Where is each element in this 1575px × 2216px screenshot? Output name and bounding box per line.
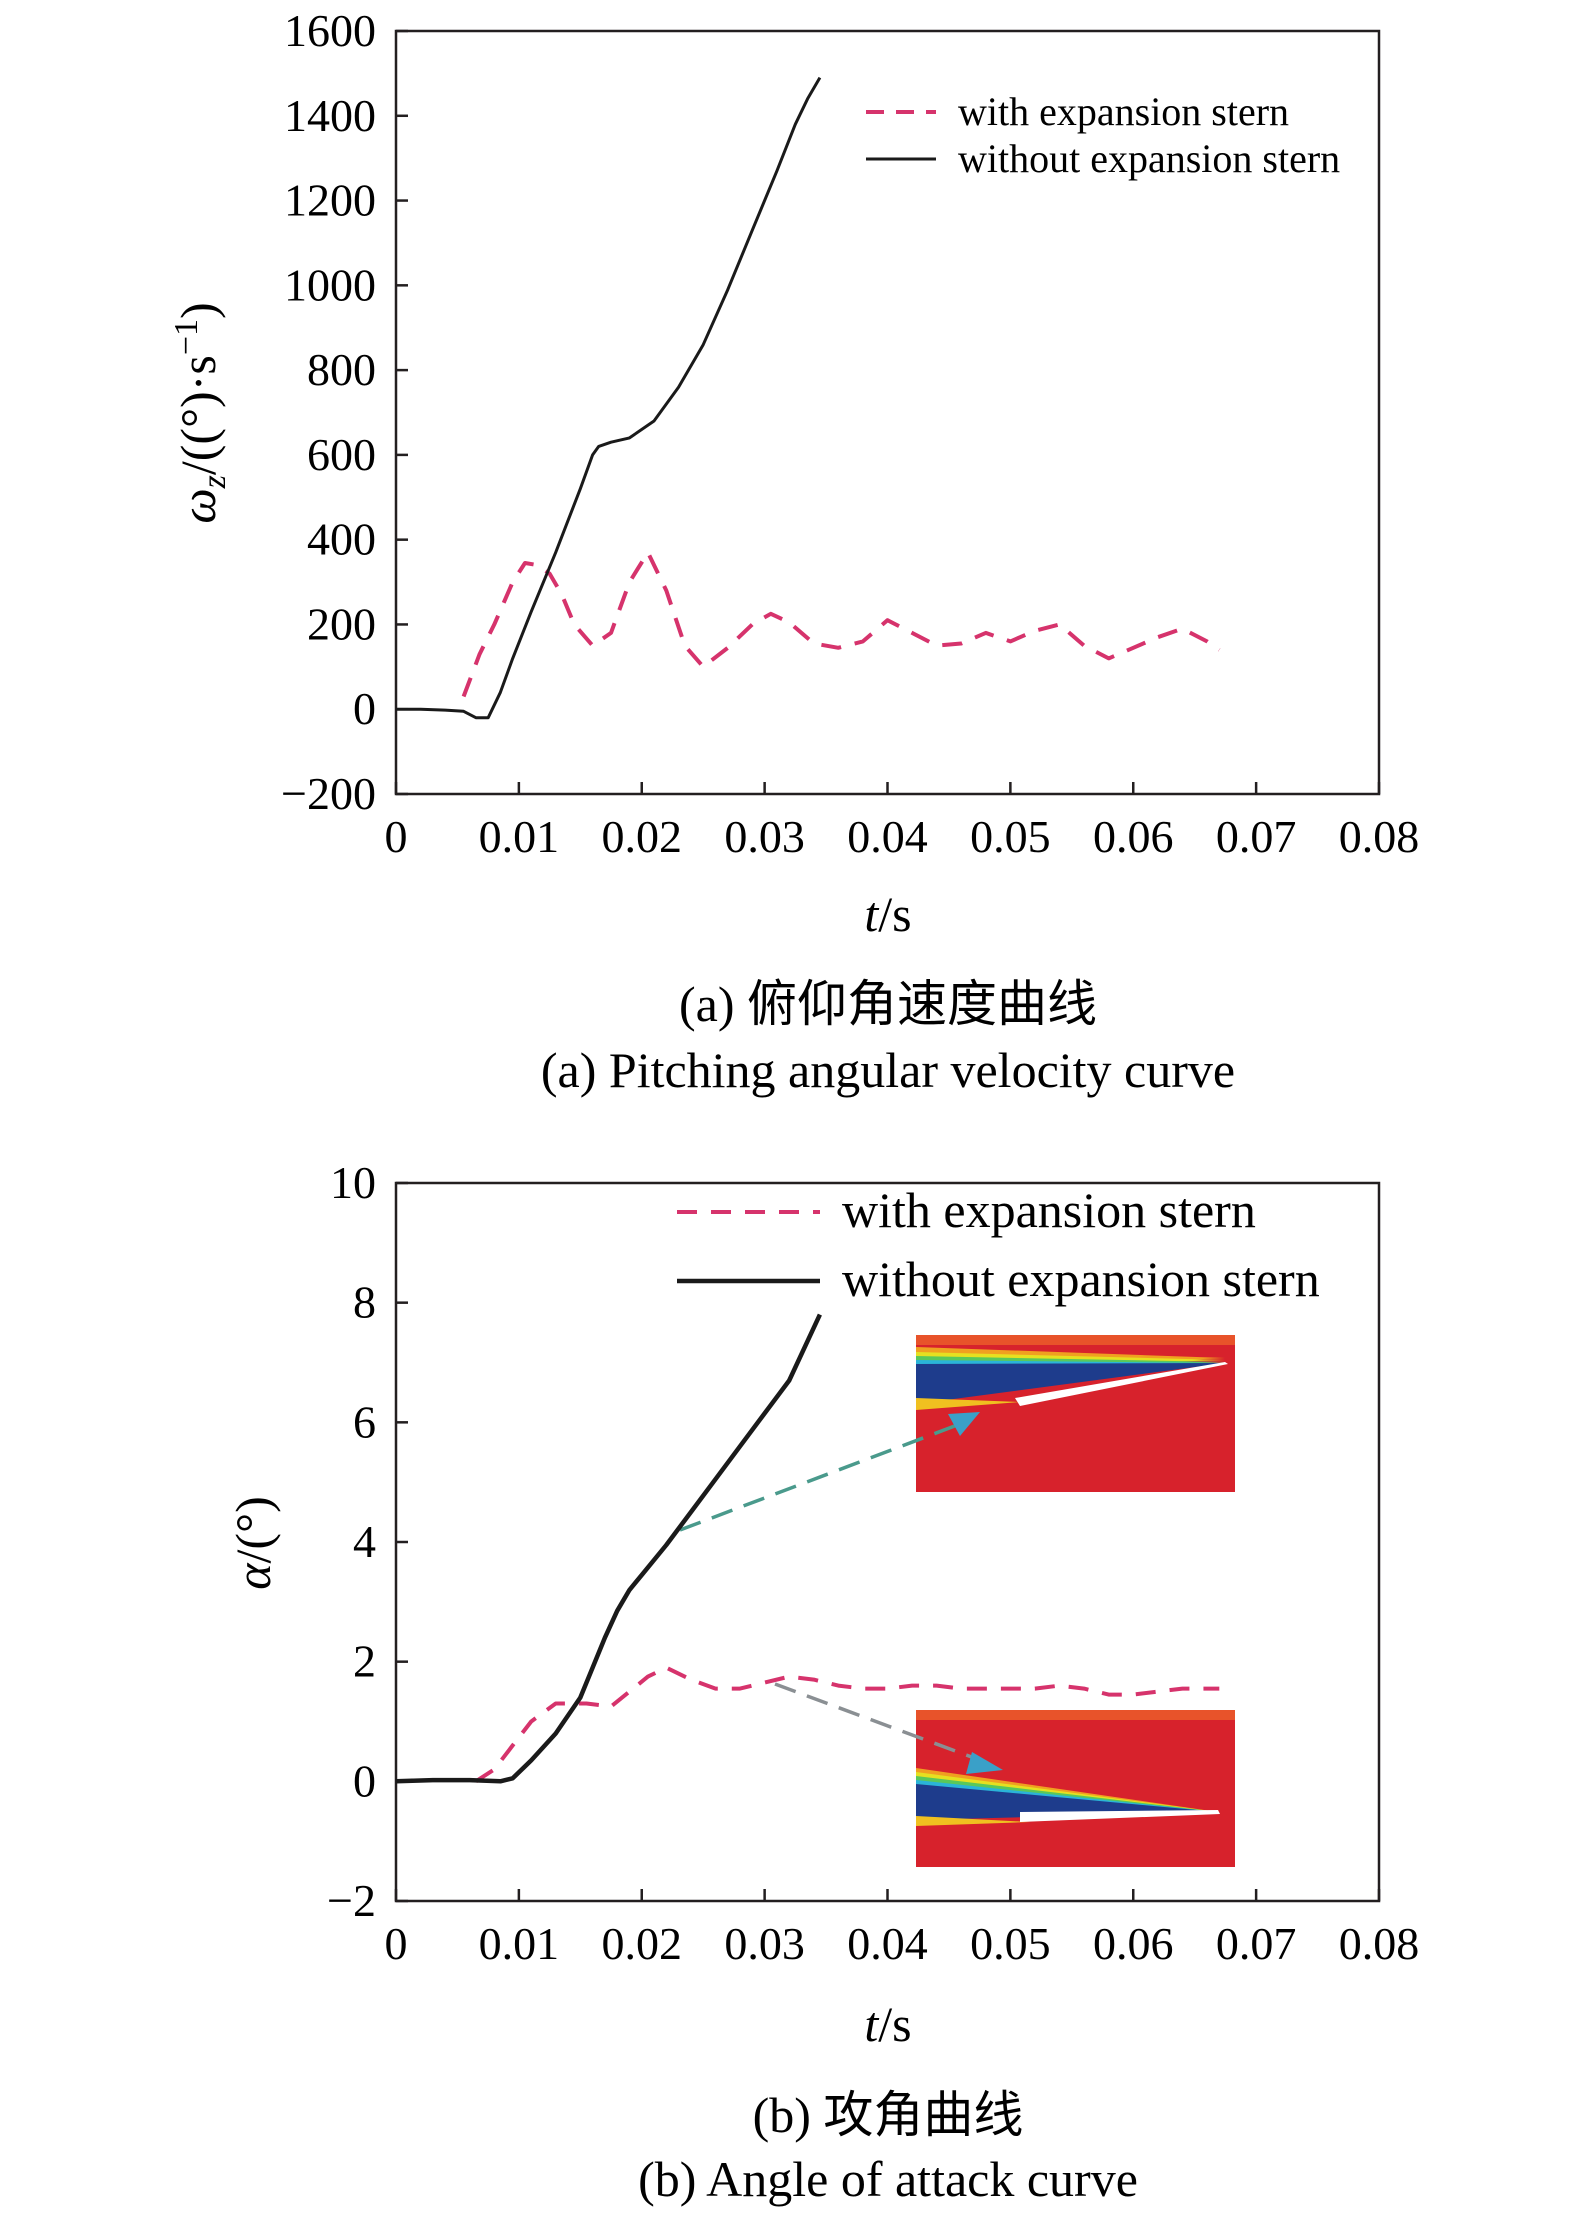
- chart-a-x-tick-label: 0.08: [1339, 811, 1420, 862]
- chart-b-caption-cn: (b) 攻角曲线: [753, 2087, 1024, 2143]
- chart-b-caption-en: (b) Angle of attack curve: [638, 2151, 1138, 2207]
- chart-a-x-tick-label: 0.07: [1216, 811, 1297, 862]
- arrow-lower-head: [966, 1752, 1003, 1774]
- inset-upper-top-band: [916, 1335, 1235, 1345]
- inset-lower-wake-green: [916, 1776, 1218, 1812]
- chart-a-ylabel-sub: z: [196, 475, 233, 489]
- chart-a-ylabel-close: ): [170, 302, 226, 319]
- chart-a-caption-en: (a) Pitching angular velocity curve: [541, 1042, 1235, 1098]
- chart-a-x-tick-label: 0: [385, 811, 408, 862]
- chart-b-y-tick-label: −2: [327, 1875, 376, 1926]
- chart-b-legend: with expansion stern without expansion s…: [677, 1182, 1320, 1307]
- chart-a: 0 0.01 0.02 0.03 0.04 0.05 0.06 0.07 0.08−200020…: [168, 5, 1419, 1098]
- chart-a-line-with-expansion-stern: [461, 550, 1221, 698]
- chart-a-ylabel-sup: −1: [168, 319, 205, 355]
- chart-a-y-tick-label: 800: [307, 344, 376, 395]
- chart-b-line-without-expansion-stern: [395, 1313, 822, 1784]
- chart-b-line-with-expansion-stern: [474, 1665, 1220, 1783]
- inset-lower-wake-cyan: [916, 1780, 1218, 1812]
- chart-b-y-tick-label: 10: [330, 1157, 376, 1208]
- chart-b-xlabel: t/s: [864, 1996, 911, 2052]
- chart-a-xlabel-var: t: [864, 886, 879, 942]
- chart-b-x-tick-label: 0.07: [1216, 1918, 1297, 1969]
- inset-lower-wake-orange: [916, 1768, 1218, 1812]
- chart-a-line-without-expansion-stern: [396, 76, 822, 720]
- inset-lower-wake-yellow: [916, 1772, 1218, 1812]
- chart-b-x-tick-label: 0.05: [970, 1918, 1051, 1969]
- chart-a-ticks: 0 0.01 0.02 0.03 0.04 0.05 0.06 0.07 0.08−200020…: [281, 5, 1419, 862]
- chart-a-y-tick-label: 1400: [284, 90, 376, 141]
- chart-a-ylabel: ωz/((°)·s−1): [168, 302, 233, 523]
- inset-upper-wake-blue: [916, 1363, 1225, 1404]
- inset-flow-field-upper: [916, 1335, 1235, 1492]
- chart-a-y-tick-label: 400: [307, 514, 376, 565]
- chart-a-y-tick-label: 200: [307, 598, 376, 649]
- inset-lower-body: [1020, 1810, 1220, 1822]
- inset-pointer-arrows: [679, 1412, 1003, 1774]
- chart-b-y-tick-label: 2: [353, 1636, 376, 1687]
- chart-a-x-tick-label: 0.02: [602, 811, 683, 862]
- chart-b-x-tick-label: 0: [385, 1918, 408, 1969]
- chart-b-lines: [395, 1313, 1220, 1784]
- chart-a-x-tick-label: 0.01: [479, 811, 560, 862]
- chart-a-x-tick-label: 0.03: [724, 811, 805, 862]
- chart-a-legend: with expansion stern without expansion s…: [866, 89, 1340, 181]
- inset-flow-field-lower: [916, 1710, 1235, 1867]
- chart-b-x-tick-label: 0.08: [1339, 1918, 1420, 1969]
- chart-a-caption-cn: (a) 俯仰角速度曲线: [679, 976, 1097, 1032]
- chart-b-y-tick-label: 6: [353, 1396, 376, 1447]
- chart-b-ylabel-var: α: [225, 1562, 281, 1590]
- legend-b-with-label: with expansion stern: [842, 1182, 1256, 1238]
- chart-a-lines: [396, 76, 1221, 720]
- chart-b-x-tick-label: 0.04: [847, 1918, 928, 1969]
- inset-lower-top-band: [916, 1710, 1235, 1720]
- chart-a-y-tick-label: 1600: [284, 5, 376, 56]
- chart-a-y-tick-label: 1200: [284, 175, 376, 226]
- chart-b-y-tick-label: 8: [353, 1277, 376, 1328]
- arrow-upper-head: [948, 1412, 980, 1436]
- chart-a-y-tick-label: −200: [281, 768, 376, 819]
- chart-a-xlabel-unit: /s: [878, 886, 911, 942]
- chart-b-x-tick-label: 0.06: [1093, 1918, 1174, 1969]
- chart-b-xlabel-var: t: [864, 1996, 879, 2052]
- legend-a-with-label: with expansion stern: [958, 89, 1289, 134]
- chart-a-y-tick-label: 600: [307, 429, 376, 480]
- chart-a-ylabel-var: ω: [170, 488, 226, 523]
- arrow-lower-line: [774, 1682, 986, 1764]
- chart-a-xlabel: t/s: [864, 886, 911, 942]
- chart-b-x-tick-label: 0.03: [724, 1918, 805, 1969]
- inset-lower-lower-edge: [916, 1816, 1030, 1826]
- chart-b-y-tick-label: 4: [353, 1516, 376, 1567]
- chart-b-ticks: 0 0.01 0.02 0.03 0.04 0.05 0.06 0.07 0.08−202468…: [327, 1157, 1419, 1969]
- chart-b: 0 0.01 0.02 0.03 0.04 0.05 0.06 0.07 0.08−202468…: [225, 1157, 1419, 2207]
- chart-b-ylabel: α/(°): [225, 1496, 281, 1589]
- chart-a-x-tick-label: 0.05: [970, 811, 1051, 862]
- chart-b-xlabel-unit: /s: [878, 1996, 911, 2052]
- chart-a-x-tick-label: 0.06: [1093, 811, 1174, 862]
- inset-upper-lower-edge: [916, 1398, 1020, 1410]
- chart-b-y-tick-label: 0: [353, 1755, 376, 1806]
- chart-b-x-tick-label: 0.01: [479, 1918, 560, 1969]
- chart-b-x-tick-label: 0.02: [602, 1918, 683, 1969]
- chart-a-ylabel-unit: /((°)·s: [170, 355, 226, 475]
- chart-a-x-tick-label: 0.04: [847, 811, 928, 862]
- arrow-upper-line: [679, 1422, 961, 1532]
- inset-upper-body: [1015, 1362, 1228, 1406]
- legend-a-without-label: without expansion stern: [958, 136, 1340, 181]
- chart-a-y-tick-label: 0: [353, 683, 376, 734]
- legend-b-without-label: without expansion stern: [842, 1251, 1320, 1307]
- chart-a-y-tick-label: 1000: [284, 259, 376, 310]
- chart-b-ylabel-unit: /(°): [225, 1496, 281, 1563]
